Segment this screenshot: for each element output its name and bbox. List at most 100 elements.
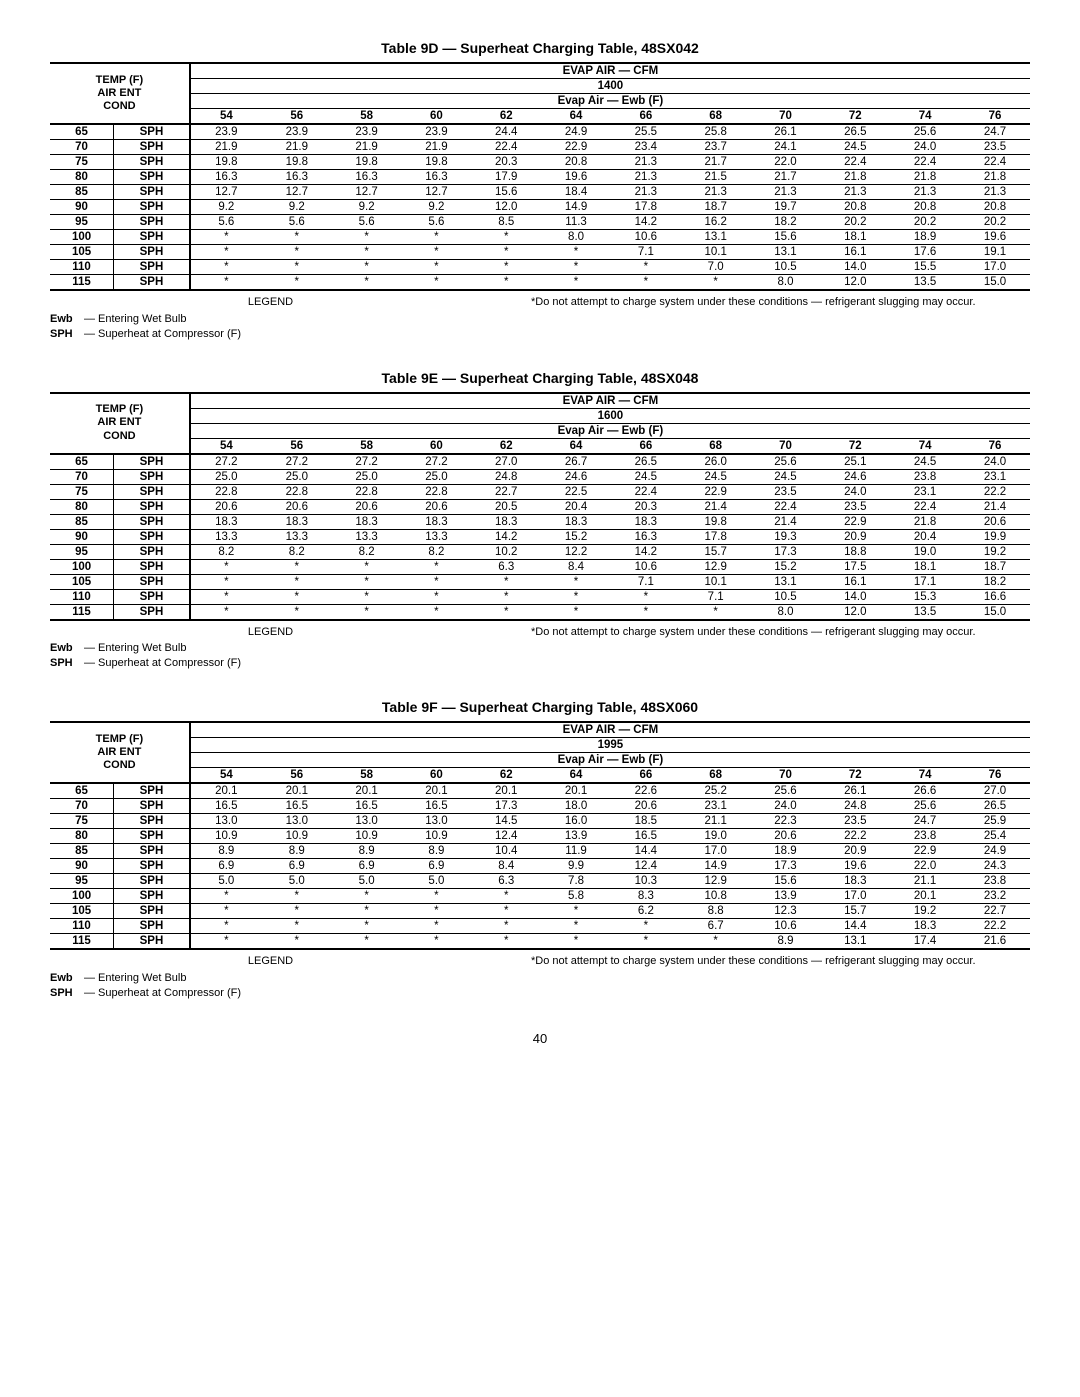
- data-cell: 8.2: [402, 544, 472, 559]
- data-cell: 6.3: [471, 559, 541, 574]
- data-cell: 24.0: [751, 799, 821, 814]
- table-row: 95SPH5.05.05.05.06.37.810.312.915.618.32…: [50, 874, 1030, 889]
- data-cell: 8.9: [332, 844, 402, 859]
- ewb-col-header: 68: [681, 109, 751, 125]
- data-cell: 19.8: [262, 155, 332, 170]
- data-cell: 21.4: [751, 514, 821, 529]
- data-cell: 21.3: [751, 185, 821, 200]
- data-cell: *: [471, 889, 541, 904]
- temp-cell: 95: [50, 874, 114, 889]
- data-cell: 18.2: [960, 574, 1030, 589]
- ewb-col-header: 70: [751, 438, 821, 454]
- data-cell: 19.2: [960, 544, 1030, 559]
- data-cell: 14.0: [820, 589, 890, 604]
- data-cell: *: [332, 260, 402, 275]
- data-cell: 10.6: [611, 230, 681, 245]
- data-cell: 23.4: [611, 140, 681, 155]
- data-cell: 19.0: [890, 544, 960, 559]
- table-row: 70SPH25.025.025.025.024.824.624.524.524.…: [50, 469, 1030, 484]
- superheat-table: TEMP (F)AIR ENTCONDEVAP AIR — CFM1995Eva…: [50, 721, 1030, 950]
- data-cell: 23.7: [681, 140, 751, 155]
- data-cell: 14.9: [681, 859, 751, 874]
- data-cell: 26.0: [681, 454, 751, 470]
- data-cell: 13.0: [402, 814, 472, 829]
- data-cell: 10.6: [751, 919, 821, 934]
- table-row: 115SPH********8.913.117.421.6: [50, 934, 1030, 950]
- data-cell: *: [402, 934, 472, 950]
- data-cell: 13.5: [890, 604, 960, 620]
- data-cell: 8.0: [751, 604, 821, 620]
- temp-cell: 80: [50, 829, 114, 844]
- data-cell: 13.0: [332, 814, 402, 829]
- sph-label-cell: SPH: [114, 260, 190, 275]
- temp-cell: 90: [50, 200, 114, 215]
- ewb-col-header: 70: [751, 768, 821, 784]
- data-cell: 24.5: [890, 454, 960, 470]
- data-cell: *: [262, 919, 332, 934]
- data-cell: 14.2: [611, 544, 681, 559]
- data-cell: 27.2: [190, 454, 262, 470]
- sph-label-cell: SPH: [114, 604, 190, 620]
- data-cell: 9.2: [332, 200, 402, 215]
- data-cell: 18.8: [820, 544, 890, 559]
- temp-cell: 90: [50, 859, 114, 874]
- data-cell: 15.7: [820, 904, 890, 919]
- data-cell: 18.4: [541, 185, 611, 200]
- temp-cell: 95: [50, 544, 114, 559]
- cfm-value: 1995: [190, 738, 1030, 753]
- data-cell: *: [541, 275, 611, 291]
- data-cell: 15.0: [960, 604, 1030, 620]
- data-cell: 8.0: [541, 230, 611, 245]
- data-cell: 17.0: [820, 889, 890, 904]
- data-cell: *: [681, 604, 751, 620]
- data-cell: 19.6: [960, 230, 1030, 245]
- data-cell: 19.8: [190, 155, 262, 170]
- data-cell: 21.8: [960, 170, 1030, 185]
- legend-row: LEGENDEwb—Entering Wet BulbSPH—Superheat…: [50, 625, 1030, 672]
- data-cell: 14.5: [471, 814, 541, 829]
- data-cell: *: [402, 260, 472, 275]
- data-cell: 21.1: [681, 814, 751, 829]
- data-cell: *: [332, 589, 402, 604]
- table-row: 85SPH12.712.712.712.715.618.421.321.321.…: [50, 185, 1030, 200]
- data-cell: 22.2: [960, 484, 1030, 499]
- table-row: 105SPH******6.28.812.315.719.222.7: [50, 904, 1030, 919]
- data-cell: 18.3: [820, 874, 890, 889]
- data-cell: *: [332, 275, 402, 291]
- data-cell: 5.6: [402, 215, 472, 230]
- legend-header: LEGEND: [50, 625, 491, 640]
- data-cell: 13.0: [262, 814, 332, 829]
- data-cell: *: [471, 275, 541, 291]
- data-cell: 18.3: [332, 514, 402, 529]
- data-cell: 16.5: [332, 799, 402, 814]
- sph-label-cell: SPH: [114, 155, 190, 170]
- data-cell: 25.0: [332, 469, 402, 484]
- data-cell: *: [681, 275, 751, 291]
- data-cell: *: [471, 574, 541, 589]
- data-cell: 17.0: [681, 844, 751, 859]
- data-cell: 10.9: [262, 829, 332, 844]
- sph-label-cell: SPH: [114, 469, 190, 484]
- data-cell: 20.9: [820, 529, 890, 544]
- data-cell: 24.0: [820, 484, 890, 499]
- data-cell: 24.1: [751, 140, 821, 155]
- data-cell: 22.4: [751, 499, 821, 514]
- data-cell: 22.8: [190, 484, 262, 499]
- data-cell: *: [262, 245, 332, 260]
- data-cell: 22.4: [471, 140, 541, 155]
- legend-footnote: *Do not attempt to charge system under t…: [531, 295, 1030, 342]
- sph-label-cell: SPH: [114, 230, 190, 245]
- data-cell: 19.9: [960, 529, 1030, 544]
- data-cell: 22.4: [960, 155, 1030, 170]
- data-cell: 18.3: [471, 514, 541, 529]
- data-cell: 18.7: [960, 559, 1030, 574]
- ewb-col-header: 56: [262, 109, 332, 125]
- data-cell: 20.6: [332, 499, 402, 514]
- sph-label-cell: SPH: [114, 889, 190, 904]
- data-cell: *: [402, 919, 472, 934]
- data-cell: 22.0: [751, 155, 821, 170]
- data-cell: 25.0: [402, 469, 472, 484]
- data-cell: 21.8: [890, 170, 960, 185]
- ewb-col-header: 58: [332, 438, 402, 454]
- data-cell: *: [541, 919, 611, 934]
